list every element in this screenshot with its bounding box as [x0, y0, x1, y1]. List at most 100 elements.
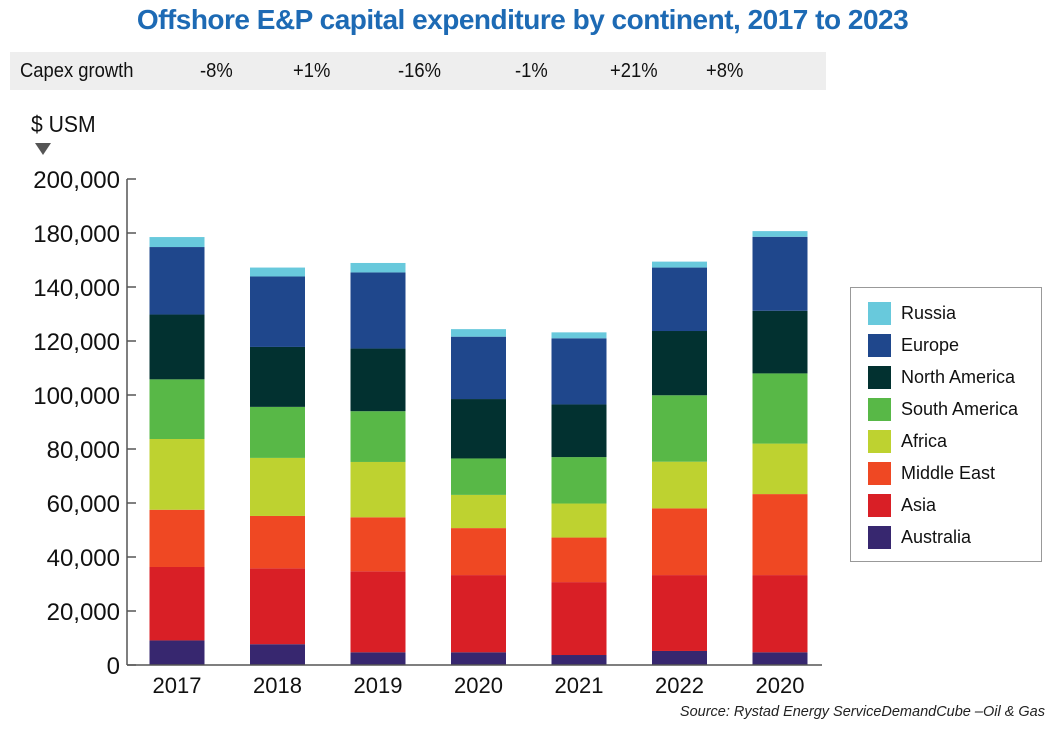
bar-segment-africa	[350, 461, 406, 518]
legend-label: Middle East	[901, 462, 996, 483]
bar-segment-africa	[451, 494, 506, 529]
y-tick-label: 180,000	[33, 221, 120, 248]
bar-segment-europe	[652, 267, 707, 332]
legend-swatch	[868, 493, 891, 517]
capex-growth-value: +8%	[706, 60, 744, 82]
bar-segment-south-america	[250, 406, 305, 458]
bar-segment-russia	[149, 237, 205, 248]
legend-label: Asia	[901, 494, 937, 515]
bar-segment-russia	[752, 231, 808, 237]
bar-segment-australia	[149, 640, 205, 665]
bar-segment-middle-east	[551, 537, 607, 583]
legend-swatch	[868, 333, 891, 357]
x-tick-label: 2020	[756, 673, 805, 698]
bar-segment-south-america	[350, 411, 406, 462]
bar-segment-africa	[149, 439, 205, 510]
bar-segment-middle-east	[752, 494, 808, 576]
bar-segment-north-america	[752, 310, 808, 374]
bar-segment-middle-east	[652, 508, 707, 576]
y-tick-label: 140,000	[33, 275, 120, 302]
legend-label: Russia	[901, 302, 957, 323]
y-tick-label: 40,000	[47, 545, 120, 572]
bar-segment-middle-east	[250, 515, 305, 569]
y-tick-label: 60,000	[47, 491, 120, 518]
legend-item: North America	[868, 365, 1015, 389]
bar-segment-middle-east	[350, 517, 406, 572]
bar-segment-russia	[551, 332, 607, 339]
legend-item: Africa	[868, 429, 947, 453]
x-tick-label: 2020	[454, 673, 503, 698]
bar-segment-europe	[752, 236, 808, 311]
bar-segment-australia	[752, 652, 808, 665]
legend-item: Europe	[868, 333, 959, 357]
y-tick-label: 0	[107, 653, 120, 680]
legend-swatch	[868, 461, 891, 485]
bar-segment-asia	[652, 575, 707, 651]
chart-title: Offshore E&P capital expenditure by cont…	[136, 4, 909, 35]
bar-segment-south-america	[652, 395, 707, 462]
legend-swatch	[868, 301, 891, 325]
legend-label: Africa	[901, 430, 948, 451]
legend-swatch	[868, 397, 891, 421]
bar-segment-russia	[350, 262, 406, 273]
down-triangle-icon	[35, 143, 51, 155]
bar-segment-australia	[250, 644, 305, 665]
bar-segment-south-america	[551, 457, 607, 504]
bar-segment-russia	[250, 267, 305, 277]
bar-segment-africa	[250, 457, 305, 516]
bar-segment-africa	[652, 461, 707, 509]
legend: Russia Europe North America South America Af…	[850, 287, 1042, 562]
y-tick-label: 120,000	[33, 329, 120, 356]
bar-segment-asia	[752, 575, 808, 653]
bar-segment-europe	[551, 338, 607, 405]
bar-segment-north-america	[652, 331, 707, 396]
x-tick-label: 2017	[153, 673, 202, 698]
bar-segment-africa	[551, 503, 607, 538]
x-tick-label: 2022	[655, 673, 704, 698]
bar-segment-europe	[350, 272, 406, 349]
y-tick-label: 200,000	[33, 167, 120, 194]
bar-segment-north-america	[250, 346, 305, 407]
y-tick-label: 20,000	[47, 599, 120, 626]
capex-growth-label: Capex growth	[20, 60, 134, 82]
bar-segment-asia	[451, 575, 506, 653]
bar-segment-south-america	[451, 458, 506, 495]
bar-segment-europe	[250, 276, 305, 347]
bar-segment-australia	[652, 650, 707, 665]
legend-label: Australia	[901, 526, 972, 547]
bar-segment-north-america	[149, 314, 205, 380]
legend-item: Russia	[868, 301, 956, 325]
bar-segment-africa	[752, 443, 808, 495]
legend-item: Australia	[868, 525, 971, 549]
x-tick-label: 2018	[253, 673, 302, 698]
bar-segment-north-america	[350, 348, 406, 412]
bar-segment-asia	[250, 568, 305, 645]
legend-label: Europe	[901, 334, 960, 355]
legend-label: South America	[901, 398, 1019, 419]
bar-segment-south-america	[752, 373, 808, 444]
source-note: Source: Rystad Energy ServiceDemandCube …	[679, 704, 1045, 720]
legend-item: South America	[868, 397, 1018, 421]
bar-segment-russia	[451, 329, 506, 337]
bar-segment-australia	[551, 655, 607, 665]
bar-segment-middle-east	[451, 528, 506, 576]
bar-segment-asia	[350, 571, 406, 653]
capex-growth-value: +1%	[293, 60, 331, 82]
y-axis-unit-label: $ USM	[31, 111, 96, 137]
bar-segment-europe	[149, 247, 205, 315]
bar-segment-asia	[551, 582, 607, 656]
capex-growth-value: -16%	[398, 60, 441, 82]
capex-growth-value: -1%	[515, 60, 548, 82]
legend-item: Middle East	[868, 461, 995, 485]
bar-segment-north-america	[451, 399, 506, 459]
bar-segment-south-america	[149, 379, 205, 440]
y-tick-label: 100,000	[33, 383, 120, 410]
bar-segment-middle-east	[149, 509, 205, 567]
capex-growth-value: +21%	[610, 60, 658, 82]
capex-growth-band: Capex growth -8% +1% -16% -1% +21% +8%	[10, 52, 826, 90]
bar-segment-europe	[451, 336, 506, 400]
bar-segment-australia	[350, 652, 406, 665]
bar-segment-russia	[652, 261, 707, 268]
y-tick-label: 80,000	[47, 437, 120, 464]
